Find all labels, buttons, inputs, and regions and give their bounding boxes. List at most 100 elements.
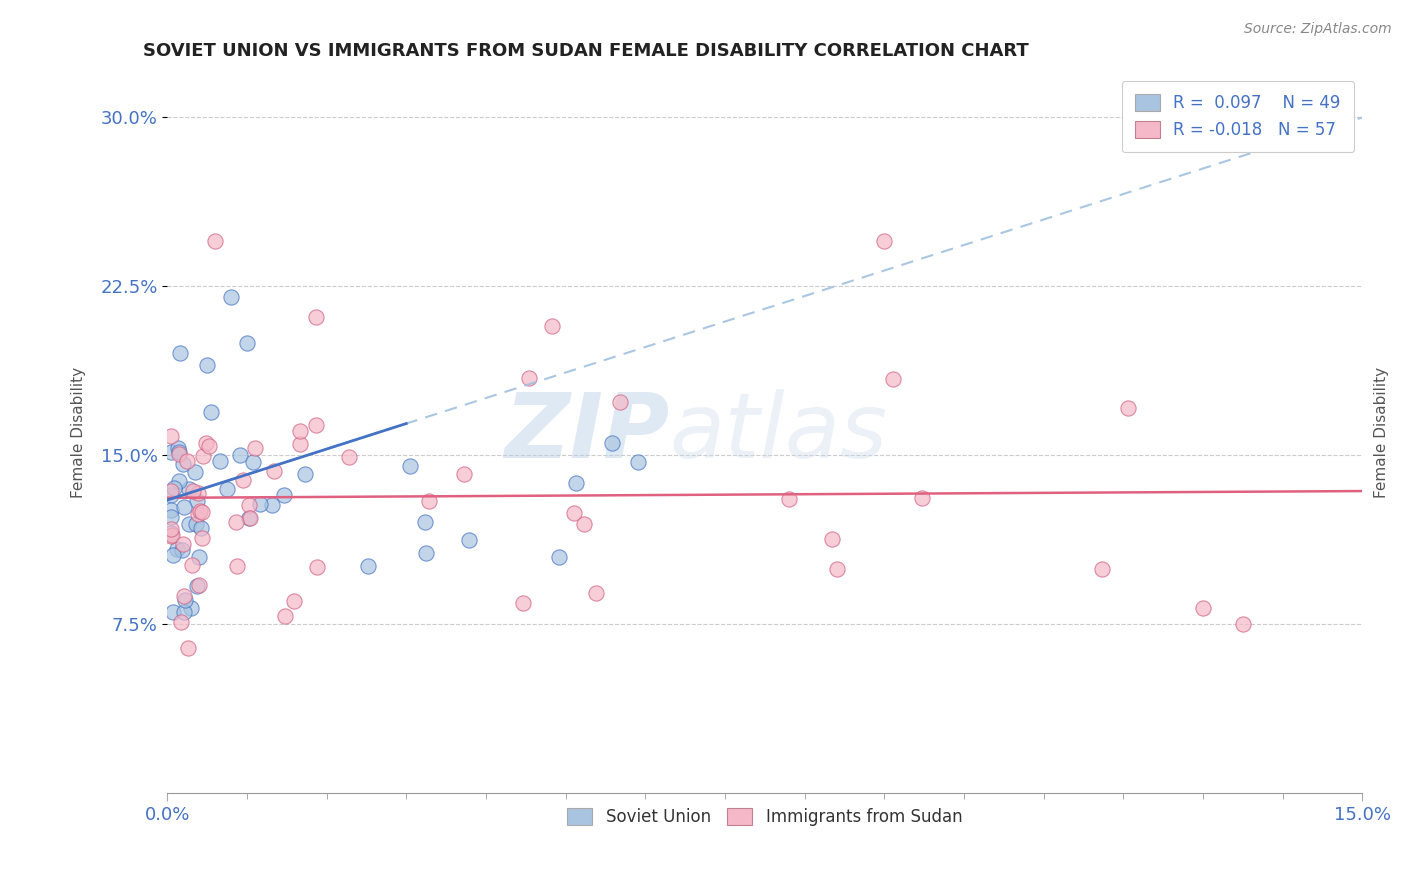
- Point: [160, 488, 183, 502]
- Point: [585, 586, 607, 600]
- Point: [190, 521, 212, 535]
- Point: [242, 455, 264, 469]
- Point: [562, 506, 585, 520]
- Point: [249, 497, 271, 511]
- Point: [177, 516, 200, 531]
- Point: [173, 590, 195, 604]
- Point: [162, 605, 184, 619]
- Point: [174, 593, 197, 607]
- Point: [180, 601, 202, 615]
- Point: [217, 482, 239, 496]
- Point: [1116, 401, 1139, 415]
- Point: [169, 345, 191, 359]
- Point: [191, 449, 214, 463]
- Point: [160, 484, 183, 499]
- Point: [163, 481, 186, 495]
- Point: [283, 593, 305, 607]
- Point: [305, 560, 328, 574]
- Point: [204, 234, 226, 248]
- Text: SOVIET UNION VS IMMIGRANTS FROM SUDAN FEMALE DISABILITY CORRELATION CHART: SOVIET UNION VS IMMIGRANTS FROM SUDAN FE…: [143, 42, 1029, 60]
- Point: [453, 467, 475, 482]
- Point: [882, 372, 904, 386]
- Point: [184, 517, 207, 532]
- Point: [548, 549, 571, 564]
- Point: [198, 439, 221, 453]
- Point: [186, 579, 208, 593]
- Point: [208, 454, 231, 468]
- Point: [187, 508, 209, 522]
- Point: [825, 562, 848, 576]
- Point: [238, 498, 260, 512]
- Point: [191, 505, 214, 519]
- Point: [512, 596, 534, 610]
- Y-axis label: Female Disability: Female Disability: [1374, 367, 1389, 498]
- Point: [173, 606, 195, 620]
- Point: [873, 234, 896, 248]
- Point: [160, 429, 183, 443]
- Point: [243, 441, 266, 455]
- Point: [399, 459, 422, 474]
- Point: [167, 474, 190, 488]
- Point: [415, 546, 437, 560]
- Point: [305, 310, 328, 324]
- Point: [177, 641, 200, 656]
- Point: [357, 559, 380, 574]
- Point: [339, 450, 361, 465]
- Point: [167, 447, 190, 461]
- Text: atlas: atlas: [669, 389, 887, 476]
- Point: [239, 511, 262, 525]
- Point: [200, 405, 222, 419]
- Point: [195, 435, 218, 450]
- Point: [541, 319, 564, 334]
- Point: [160, 502, 183, 516]
- Point: [1232, 616, 1254, 631]
- Point: [188, 503, 211, 517]
- Point: [778, 492, 800, 507]
- Point: [609, 394, 631, 409]
- Point: [177, 483, 200, 497]
- Point: [574, 517, 596, 532]
- Point: [172, 537, 194, 551]
- Point: [304, 417, 326, 432]
- Point: [262, 498, 284, 512]
- Point: [167, 442, 190, 456]
- Point: [821, 532, 844, 546]
- Point: [160, 529, 183, 543]
- Point: [187, 549, 209, 564]
- Point: [184, 465, 207, 479]
- Point: [219, 291, 242, 305]
- Point: [1192, 601, 1215, 615]
- Point: [565, 475, 588, 490]
- Point: [294, 467, 316, 481]
- Point: [170, 542, 193, 557]
- Y-axis label: Female Disability: Female Disability: [72, 367, 86, 498]
- Point: [627, 455, 650, 469]
- Point: [274, 609, 297, 624]
- Text: Source: ZipAtlas.com: Source: ZipAtlas.com: [1244, 22, 1392, 37]
- Point: [238, 511, 260, 525]
- Point: [457, 533, 479, 547]
- Point: [225, 515, 247, 529]
- Point: [190, 531, 212, 545]
- Point: [162, 548, 184, 562]
- Point: [911, 491, 934, 505]
- Point: [232, 473, 254, 487]
- Point: [186, 493, 208, 508]
- Legend: Soviet Union, Immigrants from Sudan: Soviet Union, Immigrants from Sudan: [560, 800, 970, 835]
- Text: ZIP: ZIP: [503, 389, 669, 476]
- Point: [160, 444, 183, 458]
- Point: [413, 516, 436, 530]
- Point: [226, 559, 249, 574]
- Point: [1091, 562, 1114, 576]
- Point: [160, 528, 183, 542]
- Point: [160, 526, 183, 541]
- Point: [176, 453, 198, 467]
- Point: [273, 487, 295, 501]
- Point: [236, 335, 259, 350]
- Point: [170, 615, 193, 629]
- Point: [600, 436, 623, 450]
- Point: [517, 371, 540, 385]
- Point: [263, 464, 285, 478]
- Point: [160, 510, 183, 524]
- Point: [167, 444, 190, 458]
